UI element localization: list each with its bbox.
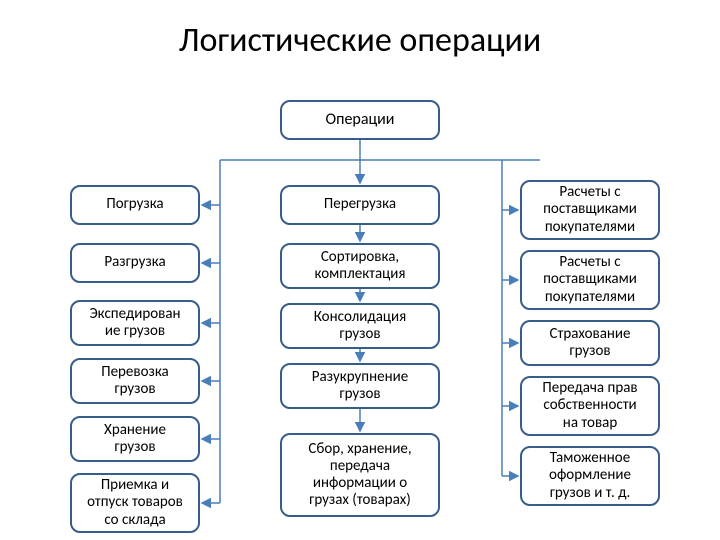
node-l4: Перевозка грузов (70, 358, 200, 404)
node-l1: Погрузка (70, 185, 200, 225)
node-c1: Перегрузка (280, 185, 440, 225)
node-r4: Передача прав собственности на товар (520, 376, 660, 436)
node-l2: Разгрузка (70, 243, 200, 283)
node-l6: Приемка и отпуск товаров со склада (70, 473, 200, 533)
node-c4: Разукрупнение грузов (280, 363, 440, 409)
node-r2: Расчеты с поставщиками покупателями (520, 250, 660, 310)
node-l5: Хранение грузов (70, 416, 200, 462)
node-r1: Расчеты с поставщиками покупателями (520, 180, 660, 240)
node-c5: Сбор, хранение, передача информации о гр… (280, 433, 440, 517)
slide: Логистические операции Операции Погрузка Р… (0, 0, 720, 540)
node-root: Операции (280, 100, 440, 140)
node-r5: Таможенное оформление грузов и т. д. (520, 446, 660, 506)
node-r3: Страхование грузов (520, 320, 660, 366)
page-title: Логистические операции (0, 20, 720, 61)
node-c3: Консолидация грузов (280, 303, 440, 349)
node-c2: Сортировка, комплектация (280, 243, 440, 289)
node-l3: Экспедирован ие грузов (70, 300, 200, 346)
